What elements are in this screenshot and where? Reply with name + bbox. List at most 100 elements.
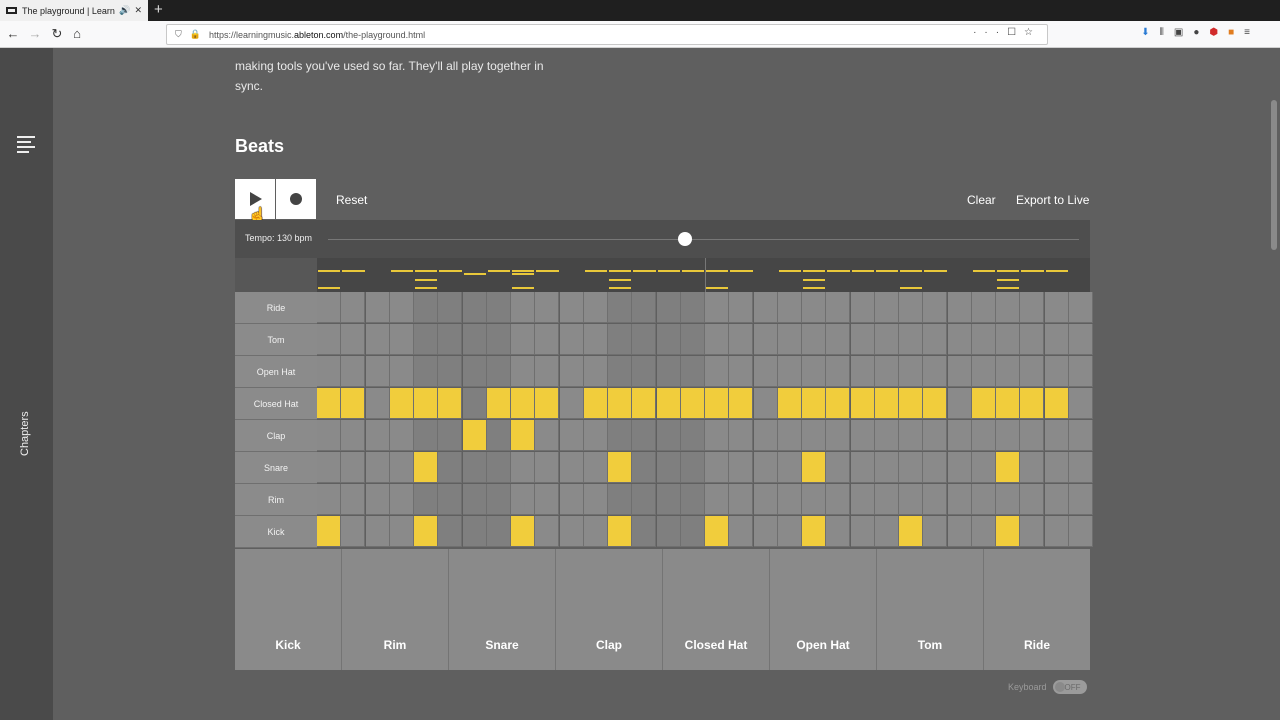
- step-cell[interactable]: [1068, 516, 1093, 547]
- drum-pad[interactable]: Clap: [556, 549, 662, 670]
- step-cell[interactable]: [608, 388, 632, 419]
- step-cell[interactable]: [947, 484, 972, 515]
- step-cell[interactable]: [486, 484, 511, 515]
- step-cell[interactable]: [705, 388, 729, 419]
- step-cell[interactable]: [462, 484, 487, 515]
- step-cell[interactable]: [632, 516, 657, 547]
- step-cell[interactable]: [826, 292, 851, 323]
- shield-icon[interactable]: ⛉: [175, 29, 182, 39]
- step-cell[interactable]: [486, 324, 511, 355]
- step-cell[interactable]: [1020, 484, 1045, 515]
- step-cell[interactable]: [850, 292, 875, 323]
- step-cell[interactable]: [971, 356, 996, 387]
- step-cell[interactable]: [923, 356, 948, 387]
- step-cell[interactable]: [317, 484, 341, 515]
- step-cell[interactable]: [753, 516, 778, 547]
- step-cell[interactable]: [874, 388, 899, 419]
- step-cell[interactable]: [996, 420, 1020, 451]
- step-cell[interactable]: [826, 484, 851, 515]
- step-cell[interactable]: [656, 420, 681, 451]
- tempo-slider-track[interactable]: [328, 239, 1079, 240]
- step-cell[interactable]: [899, 356, 923, 387]
- step-cell[interactable]: [947, 388, 972, 419]
- step-cell[interactable]: [365, 452, 390, 483]
- library-icon[interactable]: ⫴: [1159, 27, 1164, 38]
- step-cell[interactable]: [947, 420, 972, 451]
- download-icon[interactable]: ⬇: [1141, 27, 1150, 38]
- step-cell[interactable]: [1044, 388, 1069, 419]
- step-cell[interactable]: [535, 484, 560, 515]
- step-cell[interactable]: [535, 292, 560, 323]
- step-cell[interactable]: [462, 292, 487, 323]
- step-cell[interactable]: [486, 292, 511, 323]
- step-cell[interactable]: [583, 324, 608, 355]
- step-cell[interactable]: [802, 388, 826, 419]
- step-cell[interactable]: [511, 388, 535, 419]
- step-cell[interactable]: [341, 516, 366, 547]
- step-cell[interactable]: [850, 484, 875, 515]
- step-cell[interactable]: [947, 516, 972, 547]
- step-cell[interactable]: [462, 516, 487, 547]
- step-cell[interactable]: [341, 324, 366, 355]
- drum-pad[interactable]: Kick: [235, 549, 341, 670]
- step-cell[interactable]: [874, 484, 899, 515]
- step-cell[interactable]: [850, 516, 875, 547]
- step-cell[interactable]: [389, 484, 414, 515]
- step-cell[interactable]: [1044, 516, 1069, 547]
- play-button[interactable]: [235, 179, 275, 219]
- extension-icon[interactable]: ⬢: [1209, 27, 1219, 38]
- step-cell[interactable]: [729, 484, 754, 515]
- step-cell[interactable]: [777, 292, 802, 323]
- step-cell[interactable]: [656, 292, 681, 323]
- step-cell[interactable]: [341, 292, 366, 323]
- step-cell[interactable]: [802, 292, 826, 323]
- step-cell[interactable]: [777, 324, 802, 355]
- step-cell[interactable]: [923, 292, 948, 323]
- step-cell[interactable]: [656, 452, 681, 483]
- step-cell[interactable]: [680, 356, 705, 387]
- step-cell[interactable]: [1068, 484, 1093, 515]
- step-cell[interactable]: [414, 356, 438, 387]
- step-cell[interactable]: [850, 356, 875, 387]
- step-cell[interactable]: [1044, 324, 1069, 355]
- step-cell[interactable]: [559, 420, 584, 451]
- close-tab-icon[interactable]: ✕: [134, 5, 142, 15]
- step-cell[interactable]: [317, 292, 341, 323]
- step-cell[interactable]: [365, 516, 390, 547]
- step-cell[interactable]: [559, 356, 584, 387]
- step-cell[interactable]: [583, 388, 608, 419]
- step-cell[interactable]: [705, 516, 729, 547]
- menu-icon[interactable]: ≡: [1244, 27, 1250, 38]
- drum-pad[interactable]: Ride: [984, 549, 1090, 670]
- step-cell[interactable]: [341, 484, 366, 515]
- step-cell[interactable]: [826, 516, 851, 547]
- step-cell[interactable]: [947, 452, 972, 483]
- step-cell[interactable]: [632, 452, 657, 483]
- step-cell[interactable]: [705, 452, 729, 483]
- step-cell[interactable]: [850, 324, 875, 355]
- drum-pad[interactable]: Open Hat: [770, 549, 876, 670]
- record-button[interactable]: [276, 179, 316, 219]
- step-cell[interactable]: [535, 356, 560, 387]
- step-cell[interactable]: [947, 324, 972, 355]
- step-cell[interactable]: [365, 484, 390, 515]
- step-cell[interactable]: [1044, 420, 1069, 451]
- step-cell[interactable]: [559, 324, 584, 355]
- step-cell[interactable]: [680, 420, 705, 451]
- step-cell[interactable]: [438, 356, 463, 387]
- step-cell[interactable]: [511, 324, 535, 355]
- step-cell[interactable]: [559, 388, 584, 419]
- step-cell[interactable]: [389, 324, 414, 355]
- step-cell[interactable]: [583, 292, 608, 323]
- step-cell[interactable]: [826, 452, 851, 483]
- step-cell[interactable]: [753, 356, 778, 387]
- step-cell[interactable]: [1068, 388, 1093, 419]
- step-cell[interactable]: [996, 292, 1020, 323]
- step-cell[interactable]: [971, 324, 996, 355]
- step-cell[interactable]: [438, 484, 463, 515]
- step-cell[interactable]: [826, 356, 851, 387]
- step-cell[interactable]: [850, 420, 875, 451]
- step-cell[interactable]: [971, 516, 996, 547]
- step-cell[interactable]: [608, 516, 632, 547]
- step-cell[interactable]: [802, 420, 826, 451]
